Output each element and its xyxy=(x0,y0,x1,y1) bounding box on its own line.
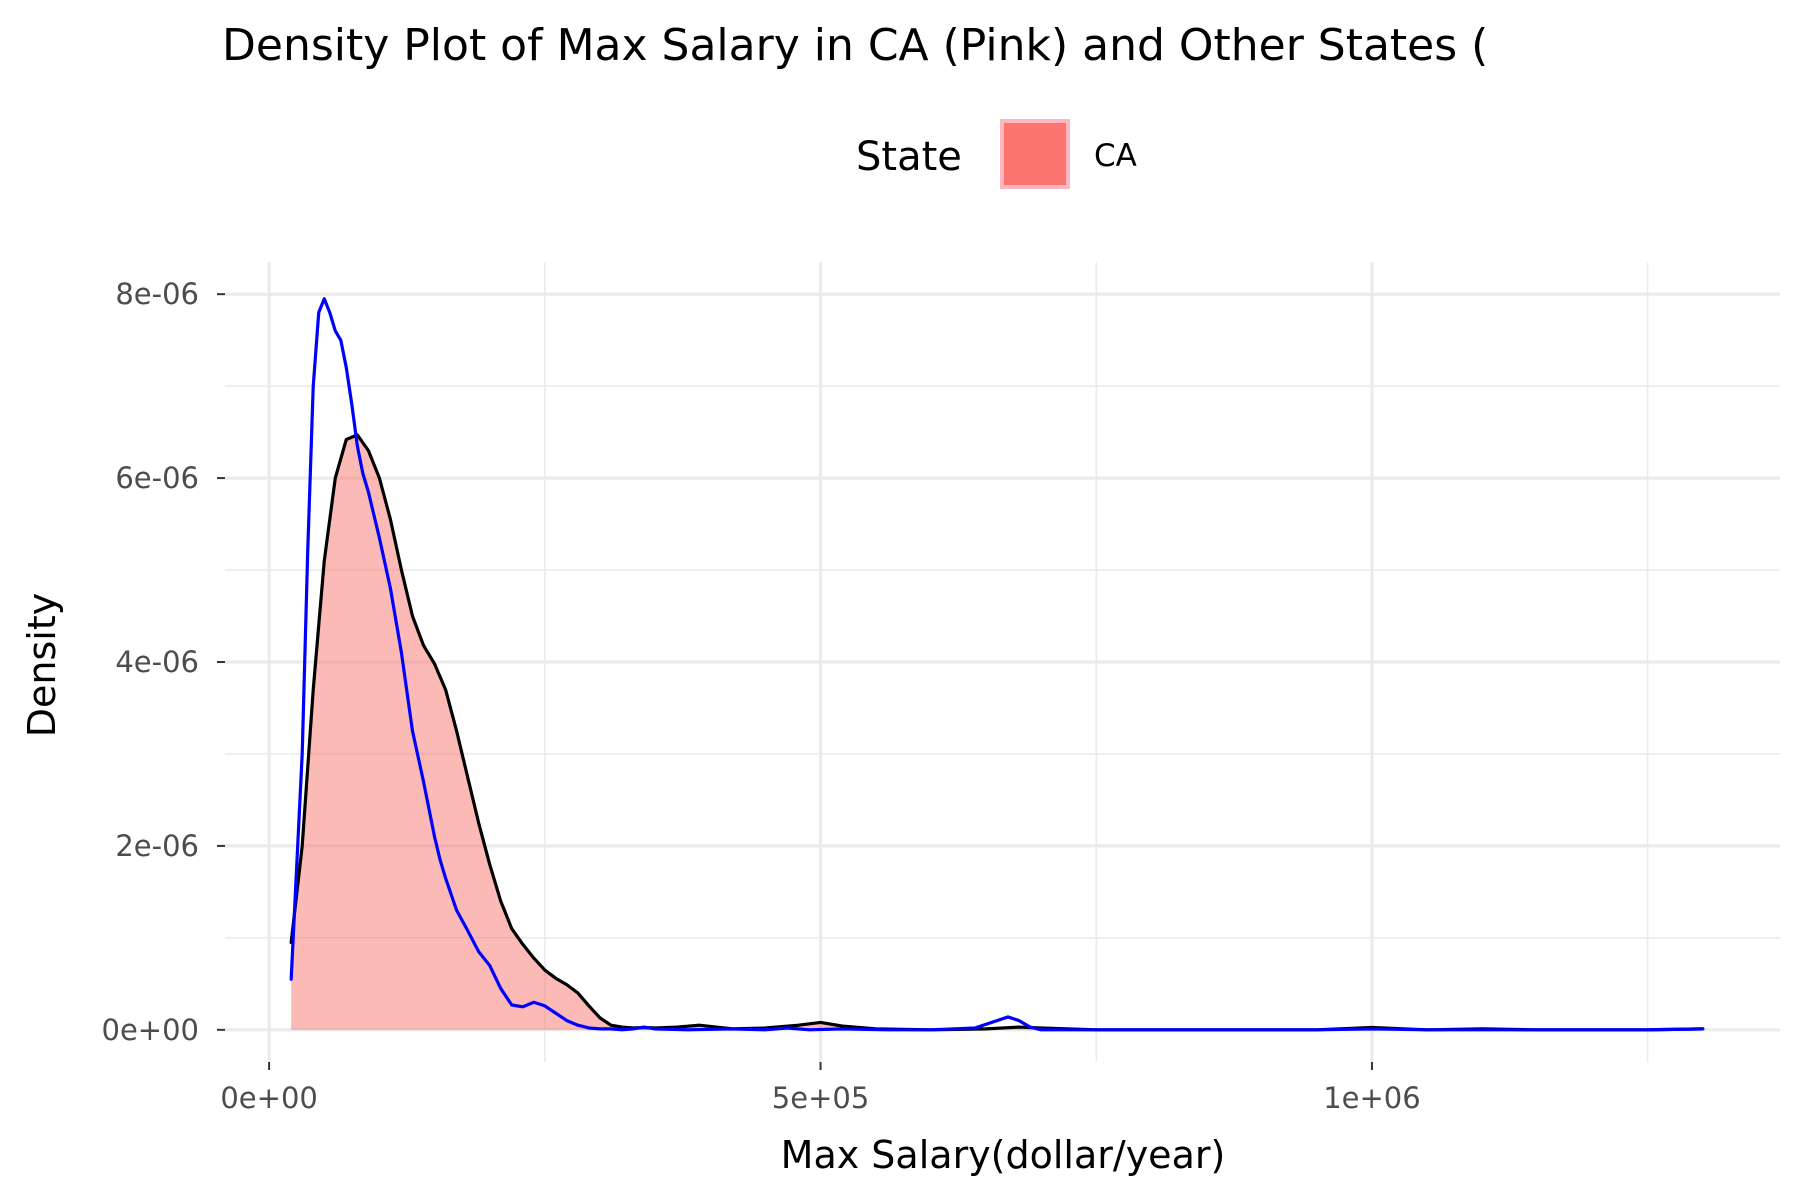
y-tick-label: 2e-06 xyxy=(115,829,199,863)
legend-key-ca xyxy=(1000,119,1070,189)
y-axis-ticks: 0e+00 2e-06 4e-06 6e-06 8e-06 xyxy=(102,277,225,1047)
y-axis-title: Density xyxy=(20,593,64,737)
density-curves xyxy=(289,297,1705,1032)
legend-label-ca: CA xyxy=(1094,138,1137,174)
legend: State CA xyxy=(856,119,1137,189)
legend-title: State xyxy=(856,134,962,180)
x-axis-title: Max Salary(dollar/year) xyxy=(781,1133,1226,1177)
chart-title: Density Plot of Max Salary in CA (Pink) … xyxy=(222,20,1488,71)
gridlines xyxy=(225,262,1780,1062)
x-tick-label: 5e+05 xyxy=(772,1081,870,1115)
ca-density-area xyxy=(291,434,1703,1030)
x-tick-label: 0e+00 xyxy=(220,1081,318,1115)
y-tick-label: 8e-06 xyxy=(115,277,199,311)
y-tick-label: 6e-06 xyxy=(115,461,199,495)
x-axis-ticks: 0e+00 5e+05 1e+06 xyxy=(220,1062,1421,1115)
x-tick-label: 1e+06 xyxy=(1323,1081,1421,1115)
y-tick-label: 0e+00 xyxy=(102,1013,200,1047)
y-tick-label: 4e-06 xyxy=(115,645,199,679)
other-states-density-line xyxy=(289,297,1705,1032)
